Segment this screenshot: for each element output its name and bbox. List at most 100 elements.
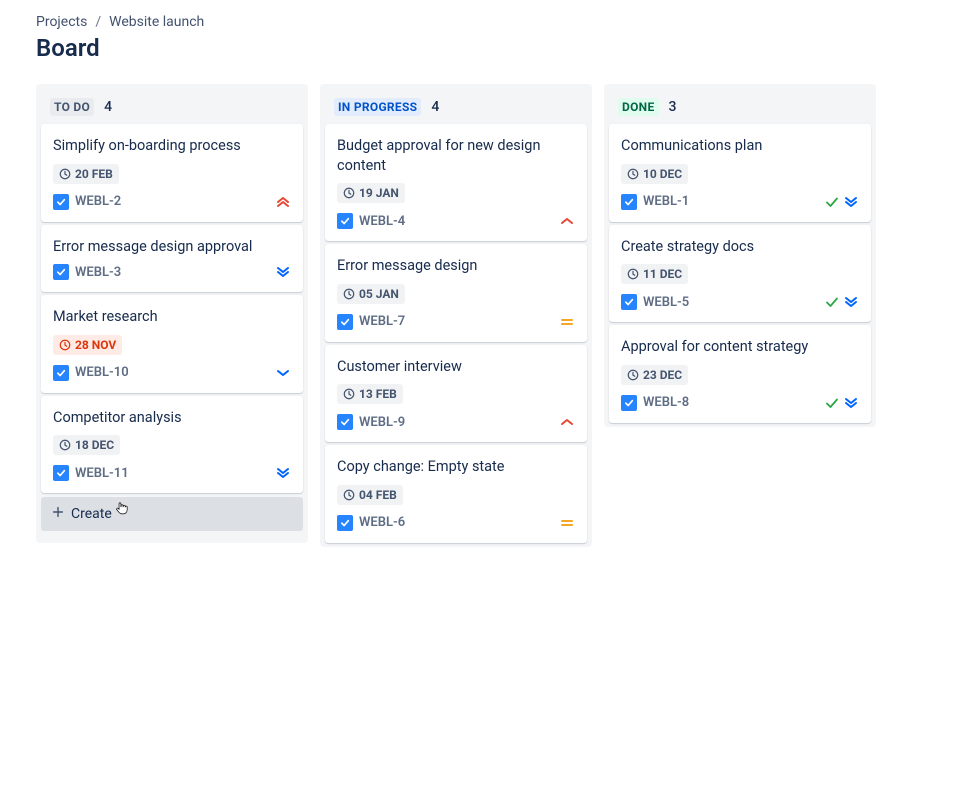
issue-type-icon: [53, 465, 69, 481]
board-column: TO DO4Simplify on-boarding process20 FEB…: [36, 84, 308, 543]
card-title: Error message design: [337, 256, 575, 276]
cards-list: Budget approval for new design content 19…: [320, 124, 592, 543]
card-footer-left: WEBL-4: [337, 213, 405, 229]
task-type-icon: [624, 197, 634, 207]
issue-card[interactable]: Market research28 NOVWEBL-10: [41, 295, 303, 393]
plus-icon: [51, 505, 65, 523]
card-title: Budget approval for new design content: [337, 136, 575, 175]
issue-key: WEBL-2: [75, 194, 121, 209]
priority-lowest-icon: [275, 465, 291, 481]
priority-lowest-icon: [843, 395, 859, 411]
create-issue-button[interactable]: Create: [41, 497, 303, 531]
column-status-label: IN PROGRESS: [334, 98, 421, 116]
board-column: DONE3 Communications plan 10 DEC WEBL-1 Crea…: [604, 84, 876, 427]
card-title: Competitor analysis: [53, 408, 291, 428]
card-footer-right: [559, 414, 575, 430]
due-date-chip: 13 FEB: [337, 384, 403, 404]
card-title: Simplify on-boarding process: [53, 136, 291, 156]
priority-low-icon: [275, 365, 291, 381]
issue-key: WEBL-4: [359, 214, 405, 229]
card-footer-left: WEBL-8: [621, 395, 689, 411]
done-check-icon: [825, 295, 839, 309]
issue-type-icon: [53, 264, 69, 280]
done-check-icon: [825, 195, 839, 209]
card-footer: WEBL-5: [621, 294, 859, 310]
issue-key: WEBL-11: [75, 466, 129, 481]
card-title: Customer interview: [337, 357, 575, 377]
breadcrumb-root[interactable]: Projects: [36, 14, 87, 30]
due-date-chip: 20 FEB: [53, 164, 119, 184]
issue-card[interactable]: Create strategy docs 11 DEC WEBL-5: [609, 225, 871, 323]
issue-card[interactable]: Communications plan 10 DEC WEBL-1: [609, 124, 871, 222]
column-count: 3: [669, 99, 677, 115]
priority-lowest-icon: [843, 194, 859, 210]
issue-key: WEBL-8: [643, 395, 689, 410]
due-date-chip: 05 JAN: [337, 284, 405, 304]
due-date-chip: 10 DEC: [621, 164, 688, 184]
issue-type-icon: [337, 213, 353, 229]
issue-card[interactable]: Customer interview 13 FEB WEBL-9: [325, 345, 587, 443]
clock-icon: [343, 187, 355, 199]
issue-card[interactable]: Copy change: Empty state04 FEBWEBL-6: [325, 445, 587, 543]
due-date-chip: 28 NOV: [53, 335, 122, 355]
due-date-text: 10 DEC: [643, 167, 682, 181]
issue-key: WEBL-5: [643, 295, 689, 310]
due-date-text: 28 NOV: [75, 338, 116, 352]
task-type-icon: [56, 267, 66, 277]
card-footer-left: WEBL-6: [337, 515, 405, 531]
done-check-icon: [825, 396, 839, 410]
card-footer: WEBL-8: [621, 395, 859, 411]
card-footer-left: WEBL-10: [53, 365, 129, 381]
priority-highest-icon: [275, 194, 291, 210]
issue-card[interactable]: Error message design05 JANWEBL-7: [325, 244, 587, 342]
card-title: Error message design approval: [53, 237, 291, 257]
due-date-text: 18 DEC: [75, 438, 114, 452]
issue-card[interactable]: Competitor analysis 18 DEC WEBL-11: [41, 396, 303, 494]
due-date-chip: 11 DEC: [621, 264, 688, 284]
card-footer-left: WEBL-9: [337, 414, 405, 430]
issue-card[interactable]: Simplify on-boarding process 20 FEB WEBL-2: [41, 124, 303, 222]
column-header: DONE3: [604, 84, 876, 124]
card-footer-right: [275, 264, 291, 280]
hand-cursor-icon: [115, 501, 129, 519]
card-title: Create strategy docs: [621, 237, 859, 257]
due-date-text: 05 JAN: [359, 287, 399, 301]
task-type-icon: [340, 317, 350, 327]
issue-key: WEBL-3: [75, 265, 121, 280]
card-title: Approval for content strategy: [621, 337, 859, 357]
clock-icon: [59, 168, 71, 180]
card-footer-right: [825, 395, 859, 411]
priority-medium-icon: [559, 515, 575, 531]
column-count: 4: [431, 99, 439, 115]
card-footer: WEBL-3: [53, 264, 291, 280]
card-footer-left: WEBL-11: [53, 465, 129, 481]
issue-key: WEBL-9: [359, 415, 405, 430]
breadcrumb-separator: /: [95, 14, 101, 30]
issue-key: WEBL-1: [643, 194, 689, 209]
card-footer-right: [275, 365, 291, 381]
card-footer-right: [825, 294, 859, 310]
task-type-icon: [340, 417, 350, 427]
due-date-chip: 23 DEC: [621, 365, 688, 385]
issue-type-icon: [337, 314, 353, 330]
issue-card[interactable]: Error message design approval WEBL-3: [41, 225, 303, 293]
issue-key: WEBL-10: [75, 365, 129, 380]
card-footer-left: WEBL-3: [53, 264, 121, 280]
card-footer-right: [275, 194, 291, 210]
card-footer-right: [559, 314, 575, 330]
breadcrumb-current[interactable]: Website launch: [109, 14, 204, 30]
column-header: IN PROGRESS 4: [320, 84, 592, 124]
issue-type-icon: [337, 515, 353, 531]
card-title: Communications plan: [621, 136, 859, 156]
clock-icon: [627, 268, 639, 280]
issue-card[interactable]: Approval for content strategy 23 DEC WEBL-…: [609, 325, 871, 423]
task-type-icon: [624, 297, 634, 307]
column-count: 4: [104, 99, 112, 115]
priority-high-icon: [559, 414, 575, 430]
issue-card[interactable]: Budget approval for new design content 19…: [325, 124, 587, 241]
due-date-text: 19 JAN: [359, 186, 399, 200]
card-footer: WEBL-1: [621, 194, 859, 210]
clock-icon: [343, 489, 355, 501]
priority-lowest-icon: [275, 264, 291, 280]
card-title: Copy change: Empty state: [337, 457, 575, 477]
